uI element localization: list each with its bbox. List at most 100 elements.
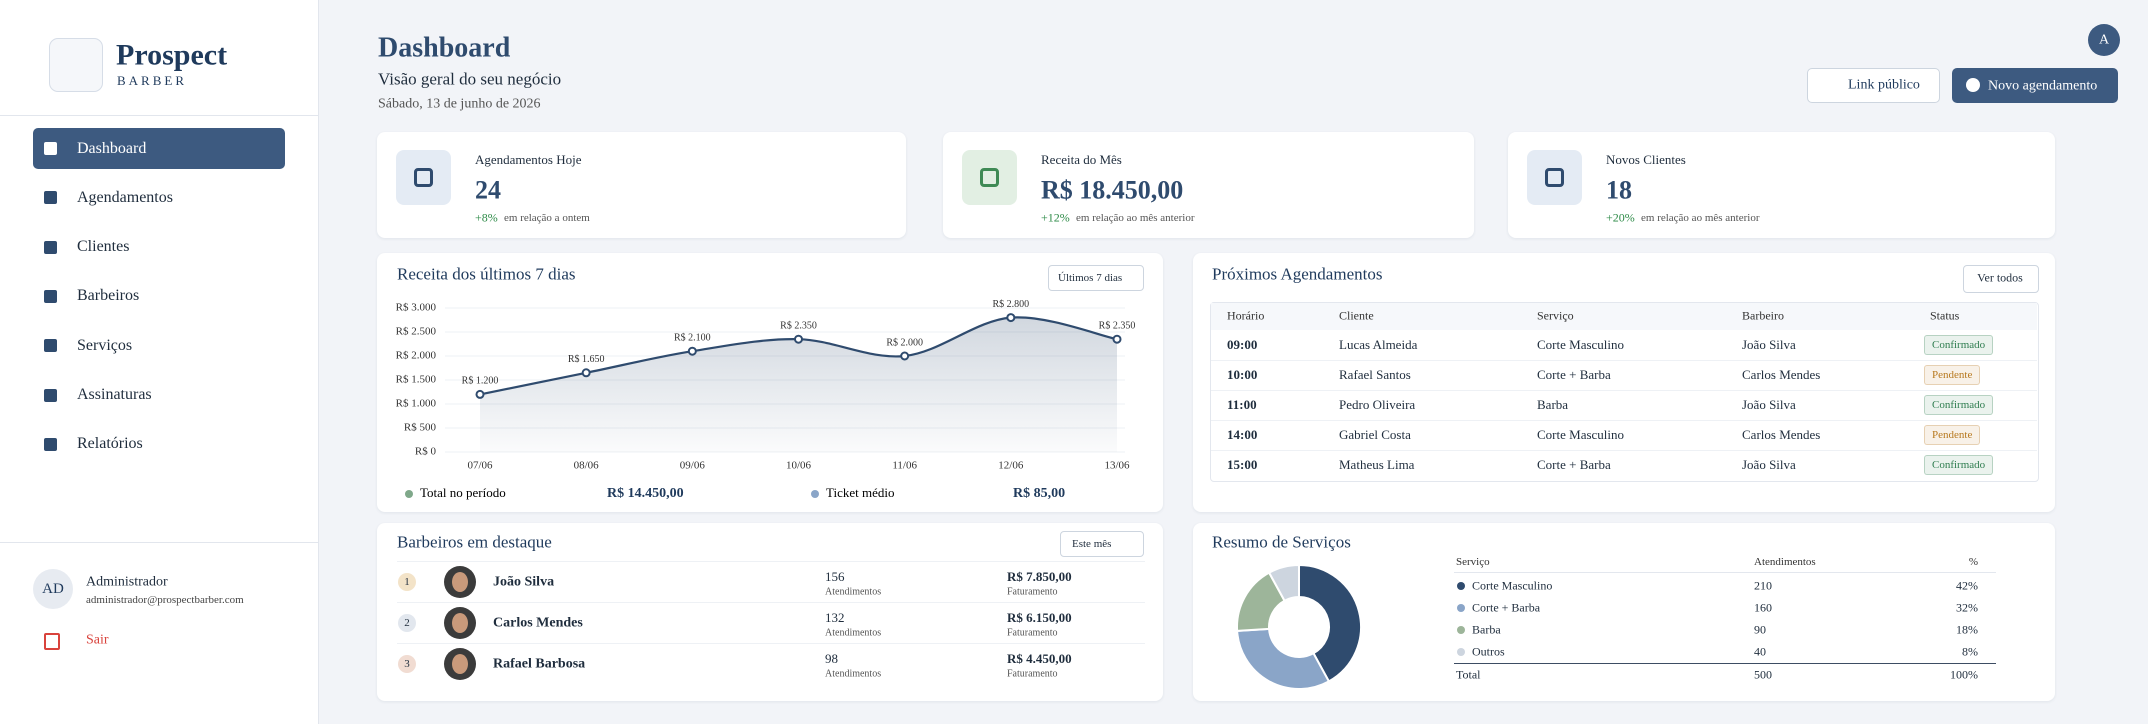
row-divider (397, 602, 1145, 603)
view-all-button[interactable] (1963, 265, 2039, 293)
kpi-change: +12% (1041, 210, 1070, 225)
barber-revenue: R$ 4.450,00 (1007, 650, 1072, 666)
nav-label: Dashboard (77, 139, 147, 157)
table-cell: 15:00 (1227, 456, 1258, 472)
kpi-card card (1508, 132, 2055, 238)
nav-icon (44, 388, 57, 402)
barber-revenue-label: Faturamento (1007, 627, 1058, 639)
nav-item[interactable]: Agendamentos (33, 177, 285, 218)
total-count: 500 (1754, 667, 1772, 682)
divider (0, 542, 318, 543)
brand-name: Prospect (116, 38, 228, 72)
nav-item[interactable]: Relatórios (33, 424, 285, 465)
logo-box (49, 38, 103, 92)
barber-count-label: Atendimentos (825, 627, 882, 639)
kpi-card card (377, 132, 906, 238)
barber-face (452, 654, 468, 674)
table-cell: Corte Masculino (1537, 426, 1625, 442)
table-cell: Gabriel Costa (1339, 426, 1411, 442)
logout[interactable]: Sair (86, 632, 109, 648)
service-pct: 18% (1956, 622, 1978, 637)
table-cell: 09:00 (1227, 336, 1258, 352)
rank: 2 (404, 616, 410, 629)
table-header-cell: Atendimentos (1754, 555, 1816, 568)
kpi-icon-glyph (980, 168, 999, 187)
table-cell: Corte + Barba (1537, 366, 1611, 382)
table-header-cell: Horário (1227, 308, 1265, 323)
row-divider (397, 643, 1145, 644)
rank: 3 (404, 657, 410, 670)
filter-label: Este mês (1072, 537, 1112, 550)
service-count: 40 (1754, 644, 1766, 659)
service-count: 160 (1754, 600, 1772, 615)
barber-count: 98 (825, 650, 838, 666)
panel-title: Barbeiros em destaque (397, 532, 552, 552)
panel-card (377, 253, 1163, 512)
kpi-label: Receita do Mês (1041, 151, 1122, 167)
table-cell: Matheus Lima (1339, 456, 1415, 472)
kpi-card card (943, 132, 1474, 238)
barber-revenue-label: Faturamento (1007, 586, 1058, 598)
table-header (1211, 303, 2037, 330)
barber-name: João Silva (493, 574, 555, 590)
table-line (1454, 572, 1996, 573)
table-cell: 10:00 (1227, 366, 1258, 382)
total-pct: 100% (1950, 667, 1978, 682)
kpi-value: 18 (1606, 175, 1632, 205)
barber-name: Carlos Mendes (493, 615, 583, 631)
barber-count-label: Atendimentos (825, 586, 882, 598)
table-cell: João Silva (1742, 336, 1796, 352)
row-divider (1211, 450, 2037, 451)
user-initials: AD (42, 580, 64, 597)
nav-icon (44, 240, 57, 254)
chart-title: Receita dos últimos 7 dias (397, 264, 576, 284)
table-cell: João Silva (1742, 396, 1796, 412)
avatar-initial: A (2098, 32, 2110, 48)
service-count: 90 (1754, 622, 1766, 637)
legend-dot (1457, 648, 1465, 656)
filter-dropdown[interactable] (1048, 265, 1144, 291)
table-header-cell: Cliente (1339, 308, 1374, 323)
rank-badge (398, 573, 416, 591)
nav-item[interactable]: Assinaturas (33, 375, 285, 416)
kpi-change: +20% (1606, 210, 1635, 225)
nav-icon (44, 191, 57, 205)
table-cell: Carlos Mendes (1742, 426, 1821, 442)
nav-item[interactable]: Dashboard (33, 128, 285, 169)
nav-label: Clientes (77, 238, 130, 256)
table-header-cell: Status (1930, 308, 1960, 323)
nav-label: Relatórios (77, 435, 143, 453)
table-header-cell: Barbeiro (1742, 308, 1784, 323)
legend-dot (1457, 582, 1465, 590)
table-cell: 11:00 (1227, 396, 1257, 412)
page-title: Dashboard (378, 32, 511, 64)
kpi-icon-glyph (414, 168, 433, 187)
legend-dot (1457, 604, 1465, 612)
avatar[interactable] (2088, 24, 2120, 56)
kpi-icon (962, 150, 1017, 205)
table-header-cell: % (1968, 555, 1978, 568)
filter-dropdown[interactable] (1060, 531, 1144, 557)
kpi-value: R$ 18.450,00 (1041, 175, 1184, 205)
link-button-label: Link público (1848, 77, 1920, 93)
nav-item[interactable]: Barbeiros (33, 276, 285, 317)
link-button[interactable] (1807, 68, 1940, 103)
panel-card (377, 523, 1163, 701)
service-count: 210 (1754, 578, 1772, 593)
service-name: Corte + Barba (1472, 600, 1541, 615)
new-button-label: Novo agendamento (1988, 78, 2098, 94)
status-badge: Confirmado (1924, 394, 1994, 416)
nav-item[interactable]: Clientes (33, 227, 285, 268)
kpi-label: Agendamentos Hoje (475, 151, 582, 167)
nav-label: Agendamentos (77, 189, 173, 206)
panel-title: Próximos Agendamentos (1212, 264, 1383, 284)
service-pct: 42% (1956, 578, 1978, 593)
nav-item[interactable]: Serviços (33, 325, 285, 366)
barber-revenue: R$ 6.150,00 (1007, 609, 1072, 625)
service-name: Outros (1472, 644, 1505, 659)
panel-card (1193, 253, 2055, 512)
barber-count: 132 (825, 609, 845, 625)
table (1210, 302, 2039, 482)
table-cell: João Silva (1742, 456, 1796, 472)
barber-count-label: Atendimentos (825, 668, 882, 680)
